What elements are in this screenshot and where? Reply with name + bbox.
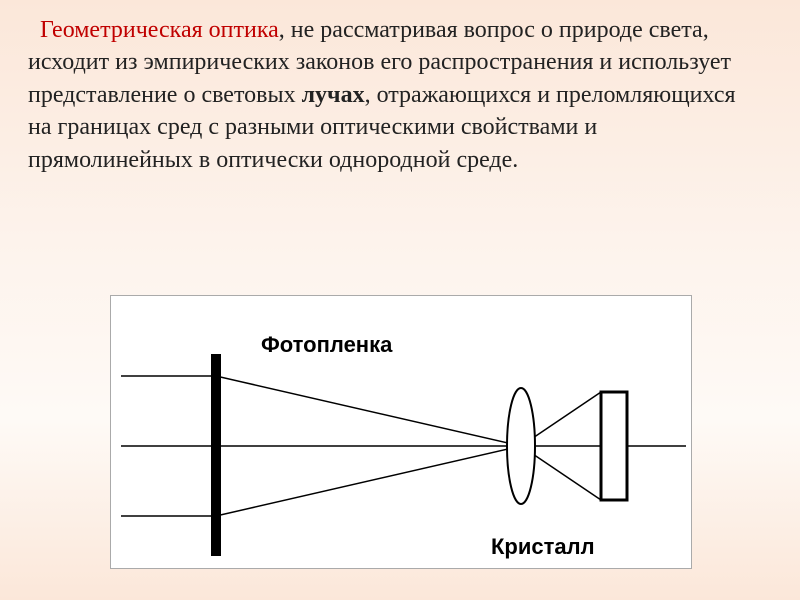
lens [507,388,535,504]
optics-diagram-svg: Фотопленка Кристалл [111,296,691,568]
ray-top-converge [216,376,521,446]
indent [28,17,40,43]
optics-diagram: Фотопленка Кристалл [110,295,692,569]
bold-rays: лучах [302,82,365,108]
ray-bottom-converge [216,446,521,516]
paragraph: Геометрическая оптика, не рассматривая в… [28,14,762,176]
label-film: Фотопленка [261,332,393,357]
label-crystal: Кристалл [491,534,595,559]
term-geometric-optics: Геометрическая оптика [40,17,279,43]
crystal [601,392,627,500]
